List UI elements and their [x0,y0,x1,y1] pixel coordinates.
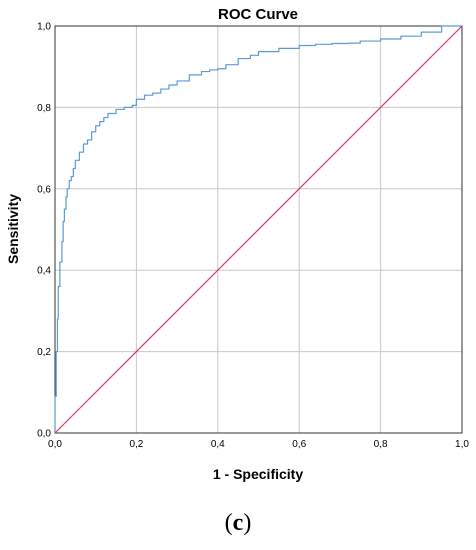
y-tick-label: 0,0 [37,429,51,440]
x-tick-label: 0,2 [129,439,143,450]
y-tick-label: 1,0 [37,22,51,33]
y-axis-label: Sensitivity [5,194,21,264]
y-tick-label: 0,4 [37,266,51,277]
y-tick-label: 0,6 [37,184,51,195]
x-tick-label: 0,8 [374,439,388,450]
caption-open-paren: ( [224,510,233,536]
x-tick-label: 0,6 [292,439,306,450]
grid [55,26,462,433]
series-group [54,25,463,434]
x-tick-label: 1,0 [455,439,469,450]
caption-letter: c [232,510,244,536]
x-tick-label: 0,0 [48,439,62,450]
reference-diagonal-line [54,25,463,434]
tick-labels: 0,0 0,2 0,4 0,6 0,8 1,0 0,0 0,2 0,4 0,6 0,8 1,0 [37,22,469,451]
x-tick-label: 0,4 [211,439,225,450]
figure-caption: (c) [0,510,476,537]
y-tick-label: 0,8 [37,103,51,114]
x-axis-label: 1 - Specificity [213,466,303,482]
caption-close-paren: ) [243,510,252,536]
plot-frame [54,25,463,434]
chart-title: ROC Curve [218,6,298,23]
roc-curve-line [54,25,462,433]
y-tick-label: 0,2 [37,347,51,358]
roc-chart: ROC Curve 0,0 0,2 0,4 0,6 0,8 1,0 0,0 0,2 0,4 0,6… [5,6,469,482]
